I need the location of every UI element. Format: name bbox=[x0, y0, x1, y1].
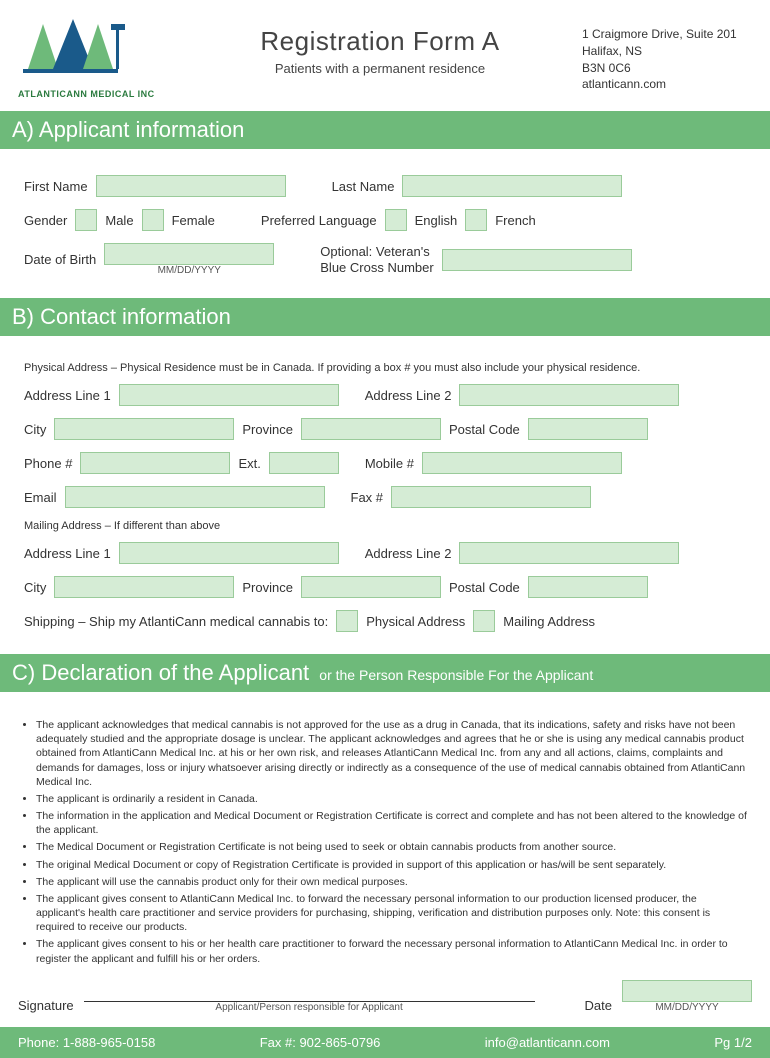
postal-label: Postal Code bbox=[449, 422, 520, 437]
last-name-label: Last Name bbox=[332, 179, 395, 194]
declaration-item: The applicant gives consent to AtlantiCa… bbox=[36, 892, 748, 935]
company-name: ATLANTICANN MEDICAL INC bbox=[18, 89, 178, 99]
fax-input[interactable] bbox=[391, 486, 591, 508]
veteran-label: Optional: Veteran's Blue Cross Number bbox=[320, 244, 433, 275]
date-hint: MM/DD/YYYY bbox=[655, 1002, 718, 1013]
addr2-label: Address Line 2 bbox=[365, 388, 452, 403]
footer-fax: Fax #: 902-865-0796 bbox=[260, 1035, 381, 1050]
city-input[interactable] bbox=[54, 418, 234, 440]
french-label: French bbox=[495, 213, 535, 228]
address-city: Halifax, NS bbox=[582, 43, 752, 60]
date-input[interactable] bbox=[622, 980, 752, 1002]
gender-label: Gender bbox=[24, 213, 67, 228]
address-web: atlanticann.com bbox=[582, 76, 752, 93]
company-logo-icon bbox=[18, 14, 138, 84]
signature-label: Signature bbox=[18, 998, 74, 1013]
address-line1: 1 Craigmore Drive, Suite 201 bbox=[582, 26, 752, 43]
declaration-list: The applicant acknowledges that medical … bbox=[18, 718, 752, 966]
pref-lang-label: Preferred Language bbox=[261, 213, 377, 228]
header: ATLANTICANN MEDICAL INC Registration For… bbox=[18, 14, 752, 99]
section-c-heading: C) Declaration of the Applicant or the P… bbox=[0, 654, 770, 692]
footer: Phone: 1-888-965-0158 Fax #: 902-865-079… bbox=[0, 1027, 770, 1058]
province-input[interactable] bbox=[301, 418, 441, 440]
mobile-input[interactable] bbox=[422, 452, 622, 474]
ext-input[interactable] bbox=[269, 452, 339, 474]
city-label: City bbox=[24, 422, 46, 437]
declaration-item: The applicant acknowledges that medical … bbox=[36, 718, 748, 789]
footer-email: info@atlanticann.com bbox=[485, 1035, 610, 1050]
logo-block: ATLANTICANN MEDICAL INC bbox=[18, 14, 178, 99]
last-name-input[interactable] bbox=[402, 175, 622, 197]
postal-input[interactable] bbox=[528, 418, 648, 440]
province-label: Province bbox=[242, 422, 293, 437]
mail-addr2-input[interactable] bbox=[459, 542, 679, 564]
mail-city-input[interactable] bbox=[54, 576, 234, 598]
ship-mailing-label: Mailing Address bbox=[503, 614, 595, 629]
declaration-item: The original Medical Document or copy of… bbox=[36, 858, 748, 872]
mail-city-label: City bbox=[24, 580, 46, 595]
mail-postal-input[interactable] bbox=[528, 576, 648, 598]
signature-sub: Applicant/Person responsible for Applica… bbox=[84, 1002, 535, 1013]
addr1-label: Address Line 1 bbox=[24, 388, 111, 403]
english-label: English bbox=[415, 213, 458, 228]
email-label: Email bbox=[24, 490, 57, 505]
section-c-title: C) Declaration of the Applicant bbox=[12, 660, 309, 685]
declaration-item: The applicant is ordinarily a resident i… bbox=[36, 792, 748, 806]
section-a-heading: A) Applicant information bbox=[0, 111, 770, 149]
section-a-form: First Name Last Name Gender Male Female … bbox=[18, 175, 752, 298]
dob-input[interactable] bbox=[104, 243, 274, 265]
veteran-input[interactable] bbox=[442, 249, 632, 271]
mail-province-label: Province bbox=[242, 580, 293, 595]
shipping-label: Shipping – Ship my AtlantiCann medical c… bbox=[24, 614, 328, 629]
signature-row: Signature Applicant/Person responsible f… bbox=[18, 980, 752, 1013]
phone-input[interactable] bbox=[80, 452, 230, 474]
ship-physical-checkbox[interactable] bbox=[336, 610, 358, 632]
form-title: Registration Form A bbox=[178, 26, 582, 57]
mail-postal-label: Postal Code bbox=[449, 580, 520, 595]
address-postal: B3N 0C6 bbox=[582, 60, 752, 77]
email-input[interactable] bbox=[65, 486, 325, 508]
section-b-heading: B) Contact information bbox=[0, 298, 770, 336]
lang-english-checkbox[interactable] bbox=[385, 209, 407, 231]
declaration-item: The Medical Document or Registration Cer… bbox=[36, 840, 748, 854]
female-label: Female bbox=[172, 213, 215, 228]
gender-male-checkbox[interactable] bbox=[75, 209, 97, 231]
fax-label: Fax # bbox=[351, 490, 384, 505]
first-name-label: First Name bbox=[24, 179, 88, 194]
dob-label: Date of Birth bbox=[24, 252, 96, 267]
gender-female-checkbox[interactable] bbox=[142, 209, 164, 231]
mail-addr2-label: Address Line 2 bbox=[365, 546, 452, 561]
first-name-input[interactable] bbox=[96, 175, 286, 197]
date-label: Date bbox=[585, 998, 612, 1013]
title-block: Registration Form A Patients with a perm… bbox=[178, 14, 582, 76]
mail-addr1-label: Address Line 1 bbox=[24, 546, 111, 561]
ship-mailing-checkbox[interactable] bbox=[473, 610, 495, 632]
mobile-label: Mobile # bbox=[365, 456, 414, 471]
declaration-item: The applicant gives consent to his or he… bbox=[36, 937, 748, 965]
footer-phone: Phone: 1-888-965-0158 bbox=[18, 1035, 155, 1050]
declaration-item: The applicant will use the cannabis prod… bbox=[36, 875, 748, 889]
addr2-input[interactable] bbox=[459, 384, 679, 406]
dob-hint: MM/DD/YYYY bbox=[158, 265, 221, 276]
company-address: 1 Craigmore Drive, Suite 201 Halifax, NS… bbox=[582, 14, 752, 93]
form-subtitle: Patients with a permanent residence bbox=[178, 61, 582, 76]
phone-label: Phone # bbox=[24, 456, 72, 471]
footer-page: Pg 1/2 bbox=[714, 1035, 752, 1050]
ext-label: Ext. bbox=[238, 456, 260, 471]
ship-physical-label: Physical Address bbox=[366, 614, 465, 629]
mail-province-input[interactable] bbox=[301, 576, 441, 598]
mail-addr1-input[interactable] bbox=[119, 542, 339, 564]
declaration-item: The information in the application and M… bbox=[36, 809, 748, 837]
section-b-form: Physical Address – Physical Residence mu… bbox=[18, 362, 752, 654]
lang-french-checkbox[interactable] bbox=[465, 209, 487, 231]
section-c-subtitle: or the Person Responsible For the Applic… bbox=[319, 667, 593, 683]
male-label: Male bbox=[105, 213, 133, 228]
physical-address-note: Physical Address – Physical Residence mu… bbox=[24, 362, 746, 374]
addr1-input[interactable] bbox=[119, 384, 339, 406]
mailing-address-note: Mailing Address – If different than abov… bbox=[24, 520, 746, 532]
